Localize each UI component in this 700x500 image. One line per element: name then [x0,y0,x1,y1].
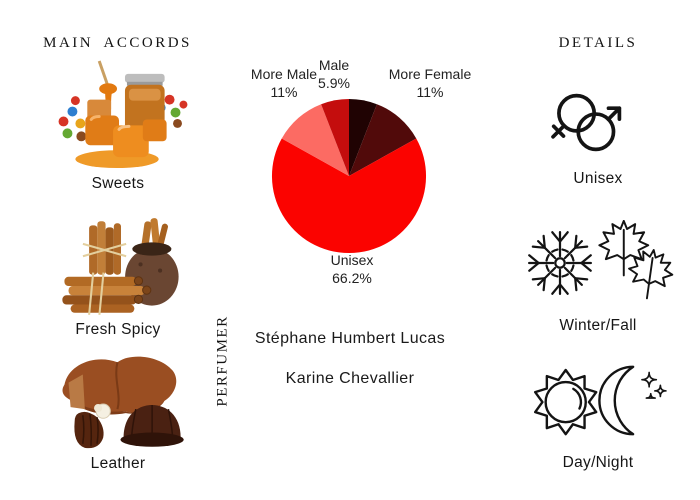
perfumer-name-1[interactable]: Stéphane Humbert Lucas [254,330,446,347]
sun-icon [534,368,598,436]
detail-item-day-night [532,360,670,441]
details-heading: DETAILS [558,35,638,51]
sparkle-stars-icon [641,371,667,399]
gender-pie-chart [271,98,427,254]
pie-label-more-female: More Female 11% [380,66,480,101]
leather-cap [120,405,184,447]
pie-label-more-male: More Male 11% [236,66,332,101]
accord-label-leather: Leather [90,455,146,472]
maple-leaf-icon [598,219,650,277]
snowflake-icon [528,231,592,295]
sweets-image [58,60,188,169]
pie-label-pct: 11% [270,83,298,100]
pie-label-pct: 11% [416,83,444,100]
snowflake-maple-leaves-icon [528,219,674,300]
pie-slice-more-male [281,104,349,176]
accord-label-fresh-spicy: Fresh Spicy [75,321,161,338]
main-accords-heading: MAIN ACCORDS [43,35,192,51]
accord-item-sweets[interactable] [50,60,192,174]
accord-item-fresh-spicy[interactable] [54,213,188,321]
perfumer-heading: PERFUMER [214,315,231,407]
pie-label-pct: 66.2% [332,269,372,286]
maple-leaf-icon [628,249,674,300]
leather-hide [62,356,177,415]
pie-label-unisex: Unisex 66.2% [304,252,400,287]
pie-label-name: More Male [250,66,318,82]
accord-label-sweets: Sweets [91,175,145,192]
accord-item-leather[interactable] [46,350,194,457]
pie-label-name: More Female [388,66,472,82]
caramel-cubes [75,99,167,169]
detail-item-winter-fall [524,219,674,306]
pie-slice-more-female [349,104,417,176]
detail-item-unisex [548,86,632,164]
pie-label-male: Male 5.9% [300,57,368,92]
detail-label-winter-fall: Winter/Fall [559,317,637,334]
pie-label-name: Unisex [330,252,374,268]
leather-image [62,356,184,449]
sun-moon-icon [534,365,667,436]
pie-label-pct: 5.9% [318,74,350,91]
perfumer-name-2[interactable]: Karine Chevallier [285,370,415,387]
leather-glove [74,403,111,449]
detail-label-unisex: Unisex [573,170,623,187]
cinnamon-bundle-vertical [82,221,127,275]
fresh-spicy-image [62,218,179,315]
pie-slice-male [321,98,349,176]
detail-label-day-night: Day/Night [562,454,634,471]
cinnamon-bundle-horizontal [62,272,152,315]
male-female-gender-icon [551,93,622,152]
pie-slice-female [349,98,377,176]
moon-icon [598,365,635,436]
honey-dipper [97,60,118,112]
pie-label-name: Male [318,57,350,73]
pie-slice-unisex [271,138,427,254]
